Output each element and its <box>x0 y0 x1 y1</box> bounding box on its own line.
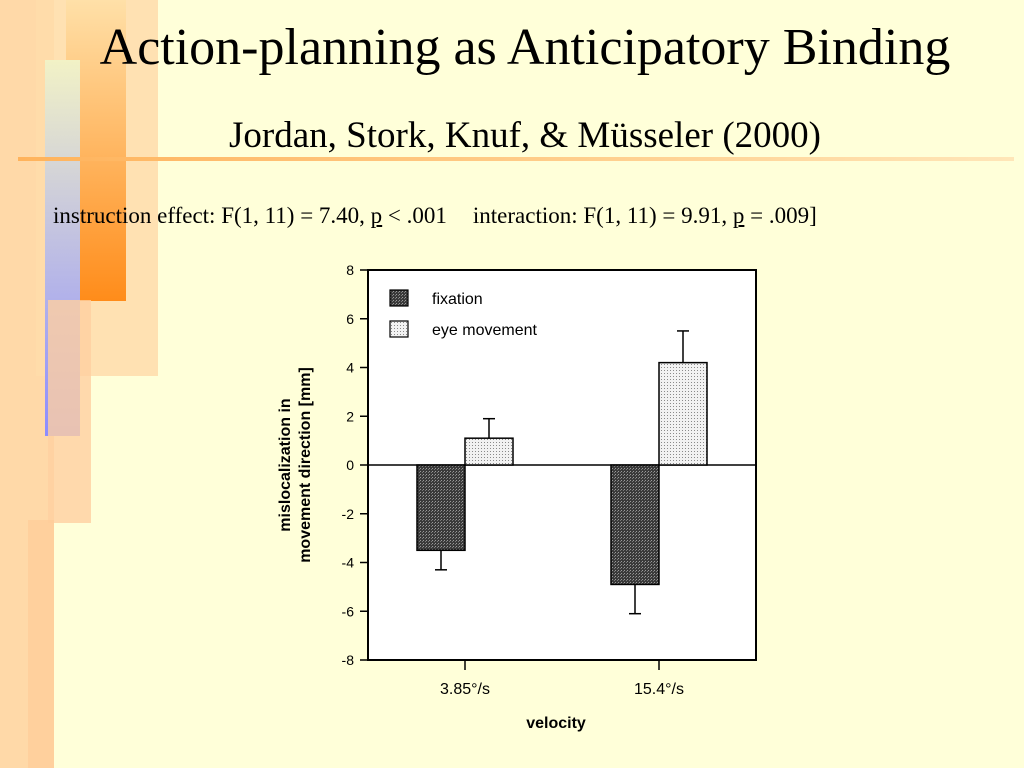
x-axis-label: velocity <box>526 715 586 732</box>
p-symbol: p <box>370 203 383 228</box>
decor-bar-6 <box>28 520 54 768</box>
y-tick-label: -6 <box>342 603 355 619</box>
fixation-bar <box>416 464 466 552</box>
eye-movement-bar <box>658 361 708 466</box>
instruction-p-value: < .001 <box>382 203 447 228</box>
y-tick-label: 0 <box>346 457 354 473</box>
x-tick-label: 3.85°/s <box>440 681 490 698</box>
interaction-effect-text: interaction: F(1, 11) = 9.91, <box>472 203 733 228</box>
y-tick-label: 8 <box>346 262 354 278</box>
legend-label: eye movement <box>432 322 537 339</box>
y-tick-label: -8 <box>342 652 355 668</box>
interaction-p-value: = .009] <box>744 203 817 228</box>
decor-bar-5 <box>48 300 91 523</box>
stats-line: instruction effect: F(1, 11) = 7.40, p <… <box>53 203 817 229</box>
legend-swatch <box>389 289 409 307</box>
p-symbol: p <box>732 203 745 228</box>
y-axis-label-line1: mislocalization in <box>277 398 294 531</box>
y-tick-label: -4 <box>342 555 355 571</box>
title-divider <box>18 157 1014 161</box>
y-tick-label: 2 <box>346 408 354 424</box>
y-tick-label: 4 <box>346 360 354 376</box>
legend-swatch <box>389 320 409 338</box>
x-tick-label: 15.4°/s <box>634 681 684 698</box>
instruction-effect-text: instruction effect: F(1, 11) = 7.40, <box>53 203 371 228</box>
legend-label: fixation <box>432 291 483 308</box>
fixation-bar <box>610 464 660 586</box>
slide-subtitle: Jordan, Stork, Knuf, & Müsseler (2000) <box>229 115 821 156</box>
eye-movement-bar <box>464 437 514 466</box>
y-tick-label: -2 <box>342 506 355 522</box>
y-axis-label-line2: movement direction [mm] <box>297 367 314 563</box>
slide-title: Action-planning as Anticipatory Binding <box>99 19 951 76</box>
y-tick-label: 6 <box>346 311 354 327</box>
